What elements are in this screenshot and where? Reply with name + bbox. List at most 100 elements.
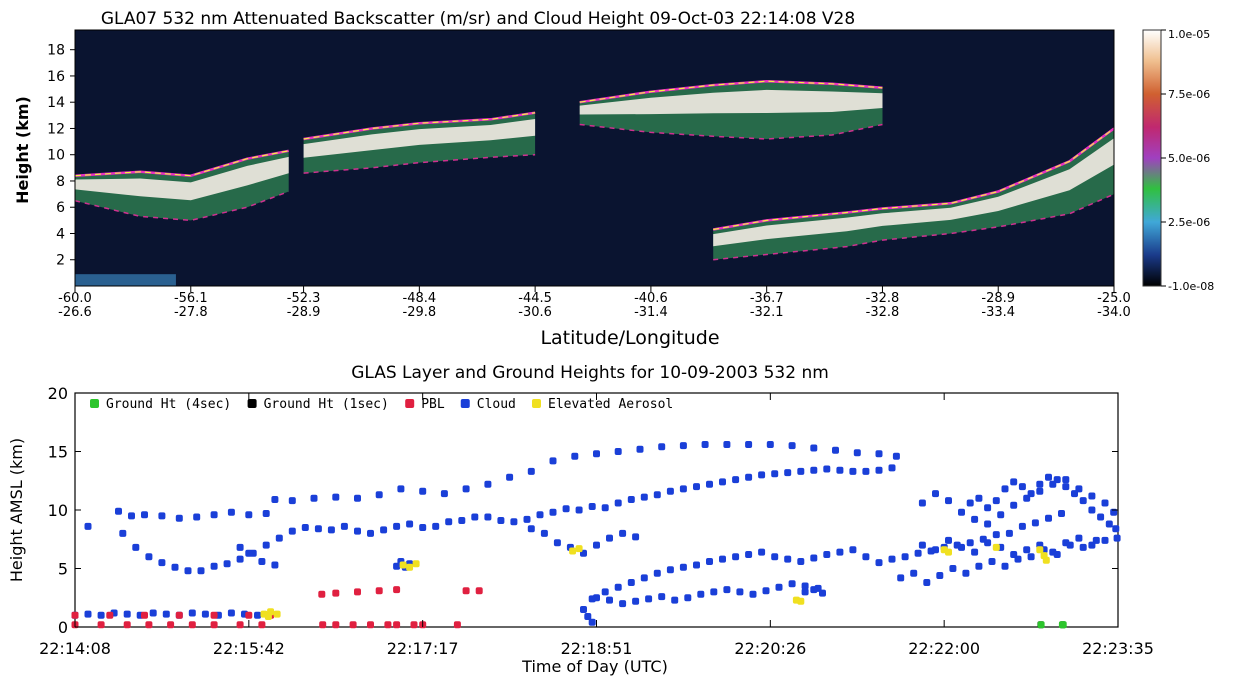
scatter-point bbox=[197, 567, 205, 575]
scatter-point bbox=[258, 621, 266, 629]
scatter-point bbox=[419, 487, 427, 495]
bottom-chart-title: GLAS Layer and Ground Heights for 10-09-… bbox=[351, 363, 829, 383]
scatter-point bbox=[258, 558, 266, 565]
scatter-point bbox=[892, 452, 900, 460]
scatter-point bbox=[1110, 508, 1118, 516]
scatter-point bbox=[984, 504, 992, 512]
bottom-x-axis-ticks: 22:14:08 22:15:42 22:17:17 22:18:51 22:20:26… bbox=[39, 393, 1154, 658]
scatter-point bbox=[971, 515, 979, 523]
scatter-point bbox=[593, 594, 600, 602]
cloud-height-marker bbox=[579, 80, 883, 103]
scatter-point bbox=[997, 511, 1005, 519]
scatter-point bbox=[97, 621, 105, 629]
bottom-y-tick-label: 5 bbox=[58, 560, 68, 579]
scatter-point bbox=[862, 467, 870, 475]
scatter-point bbox=[1062, 483, 1070, 491]
colorbar-label: 5.0e-06 bbox=[1168, 152, 1210, 165]
top-x-tick-lat: -25.0 bbox=[1097, 291, 1131, 306]
legend-label: Ground Ht (1sec) bbox=[264, 397, 389, 412]
bottom-y-tick-label: 15 bbox=[48, 443, 68, 462]
scatter-point bbox=[1062, 476, 1070, 484]
bottom-y-axis-label: Height AMSL (km) bbox=[7, 438, 26, 582]
scatter-point bbox=[588, 618, 596, 626]
scatter-point bbox=[640, 574, 648, 582]
top-x-tick-lon: -29.8 bbox=[403, 305, 437, 320]
scatter-point bbox=[918, 541, 926, 549]
scatter-point bbox=[106, 611, 114, 619]
bottom-x-tick-label: 22:20:26 bbox=[734, 639, 806, 658]
scatter-point bbox=[1066, 541, 1074, 549]
scatter-point bbox=[406, 563, 414, 571]
top-x-tick-lat: -36.7 bbox=[750, 291, 784, 306]
scatter-point bbox=[671, 596, 679, 604]
scatter-point bbox=[393, 522, 401, 530]
scatter-point bbox=[275, 534, 283, 542]
scatter-point bbox=[719, 478, 726, 486]
scatter-point bbox=[580, 606, 587, 613]
scatter-point bbox=[332, 621, 340, 629]
scatter-point bbox=[245, 549, 253, 557]
scatter-point bbox=[679, 442, 687, 450]
scatter-point bbox=[1027, 553, 1035, 561]
scatter-point bbox=[736, 588, 744, 596]
top-x-tick-lon: -30.6 bbox=[518, 305, 552, 320]
scatter-point bbox=[762, 587, 770, 595]
scatter-point bbox=[175, 514, 183, 522]
colorbar-labels: 1.0e-05 7.5e-06 5.0e-06 2.5e-06 -1.0e-08 bbox=[1161, 28, 1214, 293]
legend-swatch bbox=[247, 399, 257, 408]
scatter-point bbox=[1031, 519, 1039, 527]
top-y-tick-label: 2 bbox=[56, 253, 65, 269]
scatter-point bbox=[453, 621, 461, 629]
scatter-point bbox=[932, 546, 939, 554]
scatter-point bbox=[1010, 478, 1018, 486]
scatter-point bbox=[397, 485, 405, 493]
scatter-point bbox=[679, 485, 687, 493]
scatter-point bbox=[1079, 543, 1087, 551]
scatter-point bbox=[332, 493, 340, 501]
scatter-point bbox=[923, 579, 931, 586]
bottom-y-tick-label: 10 bbox=[48, 501, 68, 520]
scatter-point bbox=[745, 551, 753, 558]
scatter-point bbox=[171, 563, 179, 571]
scatter-point bbox=[271, 561, 279, 569]
scatter-point bbox=[888, 555, 896, 563]
scatter-point bbox=[1097, 513, 1105, 521]
scatter-point bbox=[340, 522, 348, 530]
scatter-point bbox=[1027, 490, 1035, 498]
scatter-point bbox=[167, 621, 175, 629]
bottom-y-tick-label: 0 bbox=[58, 618, 68, 637]
scatter-point bbox=[367, 621, 374, 629]
scatter-point bbox=[732, 553, 740, 561]
scatter-point bbox=[262, 510, 270, 517]
scatter-point bbox=[684, 594, 692, 602]
scatter-point bbox=[123, 610, 131, 618]
scatter-point bbox=[788, 442, 796, 450]
backscatter-layer-core bbox=[75, 156, 289, 201]
scatter-point bbox=[536, 511, 544, 519]
scatter-point bbox=[158, 512, 166, 520]
scatter-point bbox=[97, 611, 105, 619]
scatter-point bbox=[245, 611, 253, 619]
top-x-tick-lat: -48.4 bbox=[403, 291, 437, 306]
scatter-point bbox=[784, 469, 792, 477]
scatter-point bbox=[918, 499, 926, 507]
scatter-point bbox=[575, 545, 583, 553]
scatter-point bbox=[958, 543, 965, 551]
scatter-point bbox=[619, 529, 627, 537]
scatter-point bbox=[254, 611, 261, 619]
scatter-point bbox=[627, 579, 635, 586]
scatter-point bbox=[666, 566, 674, 574]
scatter-point bbox=[875, 559, 883, 567]
scatter-point bbox=[632, 597, 640, 605]
top-y-tick-label: 8 bbox=[56, 174, 65, 190]
top-y-tick-label: 16 bbox=[47, 69, 65, 85]
scatter-point bbox=[593, 450, 600, 458]
backscatter-layers bbox=[74, 79, 1115, 286]
scatter-point bbox=[992, 543, 1000, 551]
backscatter-plot-area bbox=[74, 29, 1115, 287]
scatter-point bbox=[1053, 476, 1061, 484]
scatter-point bbox=[627, 496, 635, 503]
cloud-height-marker bbox=[303, 112, 536, 140]
scatter-point bbox=[797, 558, 805, 565]
scatter-point bbox=[236, 621, 244, 629]
